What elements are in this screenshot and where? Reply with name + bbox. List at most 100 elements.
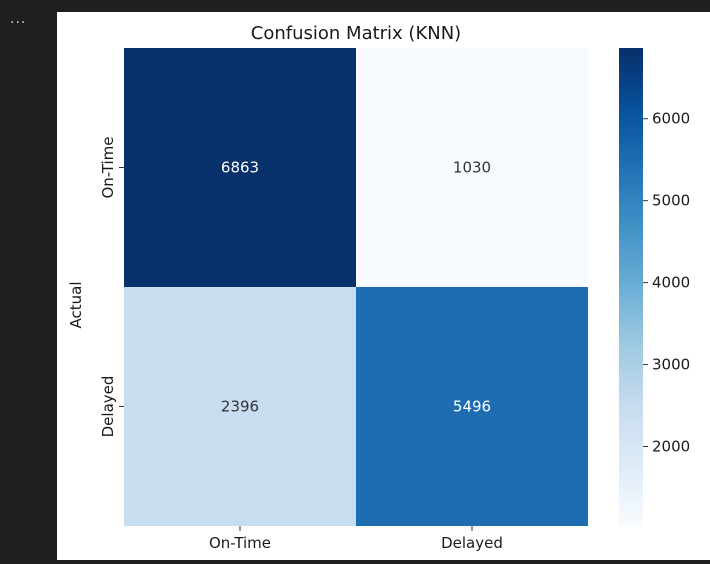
colorbar-segment <box>619 187 643 192</box>
colorbar-segment <box>619 155 643 161</box>
colorbar-segment <box>619 386 643 392</box>
colorbar-segment <box>619 203 643 208</box>
colorbar-segment <box>619 486 643 491</box>
colorbar-segment <box>619 518 643 523</box>
colorbar-segment <box>619 91 643 97</box>
colorbar-segment <box>619 283 643 288</box>
colorbar-segment <box>619 171 643 177</box>
colorbar-segment <box>619 406 643 412</box>
y-axis-label: Actual <box>67 282 85 329</box>
colorbar-segment <box>619 135 643 141</box>
colorbar-segment <box>619 326 643 332</box>
colorbar-segment <box>619 310 643 316</box>
colorbar-segment <box>619 103 643 109</box>
heatmap-cell <box>124 48 356 287</box>
colorbar-segment <box>619 470 643 475</box>
colorbar-segment <box>619 83 643 89</box>
colorbar-segment <box>619 247 643 252</box>
colorbar-segment <box>619 139 643 145</box>
colorbar-segment <box>619 510 643 515</box>
colorbar-segment <box>619 48 643 53</box>
cell-output: Confusion Matrix (KNN) 6863 1030 2396 5496 … <box>57 12 710 560</box>
colorbar-segment <box>619 290 643 296</box>
colorbar-segment <box>619 63 643 69</box>
colorbar-segment <box>619 502 643 507</box>
colorbar-tick-label: 5000 <box>652 192 690 210</box>
colorbar-segment <box>619 79 643 85</box>
cell-value-label: 5496 <box>453 398 491 416</box>
colorbar-segment <box>619 215 643 220</box>
heatmap-cell <box>124 287 356 526</box>
colorbar-segment <box>619 346 643 352</box>
x-tick-label: On-Time <box>209 534 271 552</box>
colorbar-segment <box>619 330 643 336</box>
colorbar-segment <box>619 127 643 133</box>
colorbar-segment <box>619 199 643 204</box>
colorbar-segment <box>619 183 643 189</box>
colorbar-segment <box>619 87 643 93</box>
colorbar-segment <box>619 179 643 185</box>
x-tick-label: Delayed <box>441 534 503 552</box>
cell-value-label: 6863 <box>221 159 259 177</box>
ellipsis-icon[interactable]: ... <box>10 11 27 27</box>
colorbar-segment <box>619 279 643 284</box>
colorbar-segment <box>619 243 643 248</box>
colorbar-segment <box>619 366 643 372</box>
colorbar-segment <box>619 167 643 173</box>
y-axis: On-Time Delayed <box>99 136 124 437</box>
y-tick-label: On-Time <box>99 136 117 198</box>
colorbar-tick-label: 6000 <box>652 110 690 128</box>
y-tick-label: Delayed <box>99 376 117 438</box>
colorbar-segment <box>619 514 643 519</box>
colorbar-segment <box>619 458 643 463</box>
colorbar-segment <box>619 402 643 408</box>
colorbar-segment <box>619 263 643 268</box>
x-axis: On-Time Delayed <box>209 526 503 552</box>
colorbar-segment <box>619 287 643 292</box>
colorbar-segment <box>619 378 643 384</box>
colorbar-segment <box>619 430 643 435</box>
colorbar-segment <box>619 410 643 416</box>
colorbar-segment <box>619 302 643 308</box>
cell-value-label: 1030 <box>453 159 491 177</box>
colorbar-segment <box>619 115 643 121</box>
colorbar-segment <box>619 422 643 428</box>
colorbar-segment <box>619 55 643 61</box>
colorbar-segment <box>619 358 643 364</box>
colorbar-segment <box>619 374 643 380</box>
colorbar-segment <box>619 259 643 264</box>
colorbar-segment <box>619 334 643 340</box>
colorbar: 2000 3000 4000 5000 6000 <box>619 48 690 527</box>
colorbar-segment <box>619 95 643 101</box>
colorbar-segment <box>619 191 643 196</box>
cell-value-label: 2396 <box>221 398 259 416</box>
colorbar-segment <box>619 494 643 499</box>
colorbar-segment <box>619 454 643 459</box>
cell-gutter: ... <box>0 0 57 560</box>
colorbar-tick-label: 4000 <box>652 274 690 292</box>
colorbar-segment <box>619 271 643 276</box>
colorbar-segment <box>619 235 643 240</box>
colorbar-segment <box>619 506 643 511</box>
colorbar-segment <box>619 111 643 117</box>
colorbar-segment <box>619 462 643 467</box>
colorbar-segment <box>619 446 643 451</box>
colorbar-segment <box>619 298 643 304</box>
colorbar-segment <box>619 67 643 73</box>
colorbar-segment <box>619 223 643 228</box>
colorbar-segment <box>619 163 643 169</box>
colorbar-segment <box>619 159 643 165</box>
colorbar-segment <box>619 267 643 272</box>
colorbar-segment <box>619 390 643 396</box>
heatmap-cell <box>356 287 588 526</box>
colorbar-segment <box>619 382 643 388</box>
colorbar-segment <box>619 498 643 503</box>
colorbar-segment <box>619 318 643 324</box>
colorbar-segment <box>619 255 643 260</box>
colorbar-segment <box>619 207 643 212</box>
colorbar-segment <box>619 107 643 113</box>
colorbar-segment <box>619 99 643 105</box>
colorbar-segment <box>619 119 643 125</box>
colorbar-segment <box>619 466 643 471</box>
colorbar-tick-label: 3000 <box>652 356 690 374</box>
